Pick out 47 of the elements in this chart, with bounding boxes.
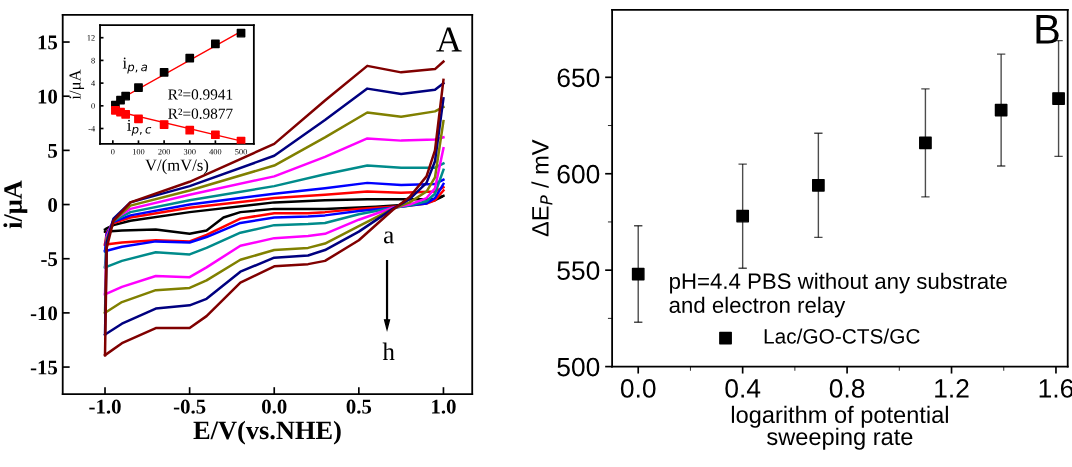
x-tick-label: 0.4 [725,379,761,398]
y-tick-label: 500 [557,357,600,377]
y-tick-label: 12 [87,35,95,41]
y-axis-title: ΔE$_{P}$ / mV [531,139,553,237]
x-axis-title: E/V(vs.NHE) [193,420,341,445]
annotation: pH=4.4 PBS without any substrate and electron relay [669,272,1007,318]
y-axis-title: i/μA [69,69,85,100]
y-tick-label: 15 [38,35,58,50]
x-tick-label: 500 [235,148,247,155]
x-axis-title: V/(mV/s) [145,159,209,175]
annotation: h [382,342,395,360]
y-tick-label: 10 [38,89,58,104]
x-tick-label: -0.5 [173,399,206,414]
y-tick-label: 4 [91,80,96,86]
y-tick-label: -4 [88,125,96,132]
y-tick-label: -15 [30,360,58,375]
y-tick-label: 550 [557,261,600,280]
x-axis-title: logarithm of potential sweeping rate [731,405,948,450]
y-tick-label: 0 [91,103,95,109]
x-tick-label: 200 [158,148,171,155]
legend-label: Lac/GO-CTS/GC [764,328,920,344]
annotation: R²=0.9877 [168,108,233,119]
x-tick-label: 0 [111,148,115,155]
y-axis-title: i/μA [3,180,28,229]
x-tick-label: 0.5 [346,399,372,414]
annotation: a [384,231,394,244]
x-tick-label: 0.8 [829,379,865,398]
x-tick-label: -1.0 [89,399,121,414]
x-tick-label: 0.0 [620,379,656,398]
y-tick-label: 8 [91,57,95,64]
x-tick-label: 0.0 [262,399,287,414]
annotation: R²=0.9941 [168,89,233,100]
y-tick-label: 0 [48,197,58,212]
y-tick-label: 650 [557,68,600,88]
y-tick-label: -10 [30,306,58,321]
y-tick-label: 600 [557,164,600,184]
annotation: i$_{p,a}$ [122,57,148,74]
y-tick-label: -5 [41,252,58,267]
annotation: A [436,27,462,52]
x-tick-label: 100 [132,148,145,155]
annotation: B [1036,14,1059,44]
x-tick-label: 1.2 [935,379,969,398]
x-tick-label: 1.0 [432,399,456,414]
y-tick-label: 5 [48,143,58,158]
x-tick-label: 400 [209,148,222,155]
annotation: i$_{p,c}$ [127,119,152,136]
x-tick-label: 300 [183,148,196,155]
